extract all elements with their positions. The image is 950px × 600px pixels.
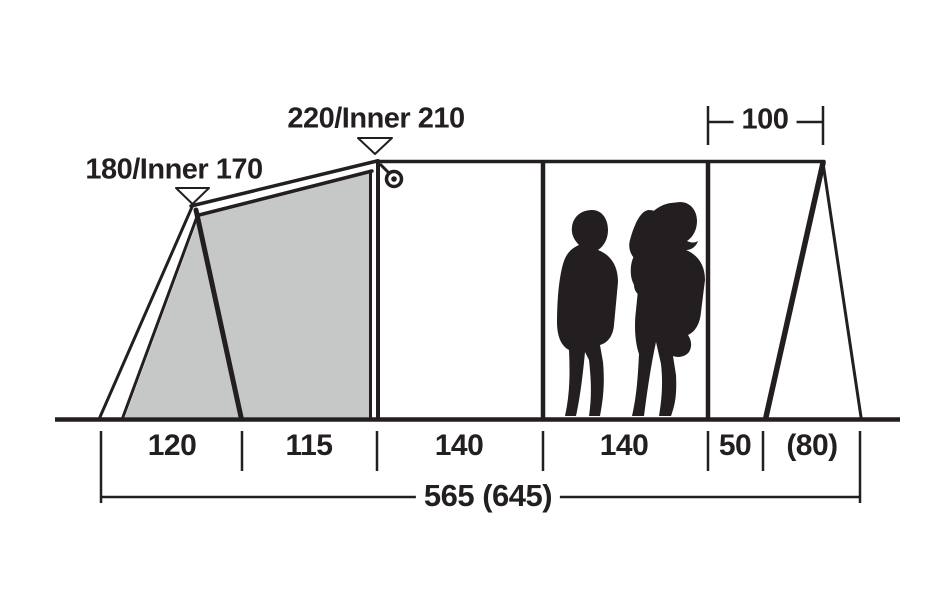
people-silhouette — [557, 202, 705, 416]
inner-tent-divider-line — [193, 207, 244, 420]
tent-frame — [98, 159, 863, 420]
height-label-main: 220/Inner 210 — [287, 102, 465, 135]
height-marker-triangles — [175, 137, 393, 205]
front-guy-outer-line — [98, 205, 194, 419]
roof-lower-line — [197, 169, 374, 217]
section-width-label: (80) — [786, 429, 838, 462]
person-left-silhouette — [557, 210, 618, 416]
triangle-down-icon — [175, 187, 210, 205]
child-silhouette — [629, 210, 665, 299]
triangle-down-icon — [357, 137, 393, 155]
section-width-label: 140 — [434, 429, 484, 462]
section-width-label: 140 — [599, 429, 649, 462]
section-width-label: 115 — [285, 429, 333, 462]
section-width-label: 50 — [718, 429, 752, 462]
total-width-label: 565 (645) — [415, 478, 561, 514]
rear-a-frame-front-leg — [763, 160, 826, 420]
section-width-label: 120 — [147, 429, 197, 462]
height-label-front: 180/Inner 170 — [85, 153, 263, 186]
inner-tent-fill — [125, 171, 371, 417]
roof-upper-line — [189, 159, 379, 208]
grommet-ring-icon — [378, 162, 404, 189]
front-guy-inner-line — [121, 212, 200, 419]
top-width-label: 100 — [733, 103, 797, 137]
rear-a-frame-back-leg — [821, 161, 863, 419]
